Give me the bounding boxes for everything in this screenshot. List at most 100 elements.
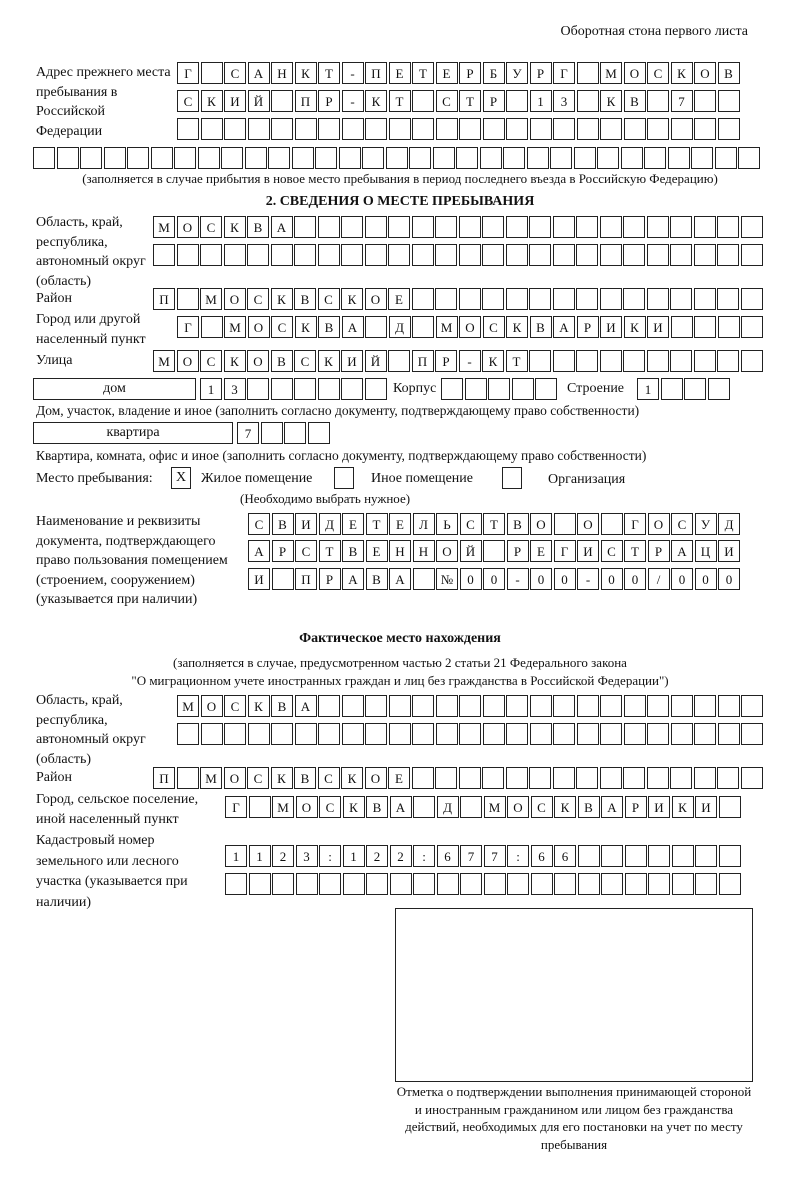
letter-cell[interactable] xyxy=(717,767,739,789)
residential-checkbox[interactable]: X xyxy=(171,467,191,489)
letter-cell[interactable]: Й xyxy=(459,540,482,562)
letter-cell[interactable] xyxy=(483,873,506,895)
letter-cell[interactable]: Р xyxy=(506,540,529,562)
letter-cell[interactable] xyxy=(458,244,481,266)
letter-cell[interactable] xyxy=(671,873,694,895)
letter-cell[interactable] xyxy=(506,695,528,717)
letter-cell[interactable] xyxy=(247,723,270,745)
letter-cell[interactable] xyxy=(294,378,316,400)
letter-cell[interactable]: О xyxy=(436,540,458,562)
letter-cell[interactable] xyxy=(435,118,458,140)
letter-cell[interactable] xyxy=(248,796,271,818)
letter-cell[interactable]: Б xyxy=(482,62,505,84)
letter-cell[interactable]: В xyxy=(318,316,340,338)
letter-cell[interactable]: Е xyxy=(388,767,410,789)
letter-cell[interactable] xyxy=(576,350,598,372)
letter-cell[interactable] xyxy=(684,378,706,400)
letter-cell[interactable] xyxy=(318,723,340,745)
letter-cell[interactable] xyxy=(197,147,220,169)
letter-cell[interactable] xyxy=(738,147,760,169)
letter-cell[interactable] xyxy=(248,873,271,895)
letter-cell[interactable] xyxy=(294,244,316,266)
letter-cell[interactable] xyxy=(624,873,647,895)
letter-cell[interactable] xyxy=(388,350,410,372)
letter-cell[interactable]: М xyxy=(177,695,199,717)
letter-cell[interactable] xyxy=(341,216,363,238)
letter-cell[interactable]: С xyxy=(294,350,316,372)
letter-cell[interactable] xyxy=(505,216,528,238)
letter-cell[interactable]: Т xyxy=(459,90,481,112)
letter-cell[interactable]: К xyxy=(671,796,694,818)
letter-cell[interactable]: Т xyxy=(624,540,646,562)
letter-cell[interactable]: И xyxy=(295,513,317,535)
letter-cell[interactable] xyxy=(482,767,504,789)
letter-cell[interactable] xyxy=(176,288,199,310)
letter-cell[interactable] xyxy=(459,723,481,745)
letter-cell[interactable] xyxy=(600,513,623,535)
letter-cell[interactable]: Р xyxy=(459,62,481,84)
letter-cell[interactable] xyxy=(435,723,458,745)
letter-cell[interactable] xyxy=(221,147,243,169)
letter-cell[interactable] xyxy=(338,147,361,169)
letter-cell[interactable] xyxy=(576,216,598,238)
letter-cell[interactable]: Д xyxy=(318,513,341,535)
letter-cell[interactable]: Р xyxy=(482,90,505,112)
letter-cell[interactable] xyxy=(576,244,598,266)
letter-cell[interactable] xyxy=(412,316,434,338)
letter-cell[interactable]: - xyxy=(341,62,364,84)
letter-cell[interactable] xyxy=(174,147,196,169)
letter-cell[interactable] xyxy=(511,378,534,400)
letter-cell[interactable]: О xyxy=(223,288,246,310)
letter-cell[interactable] xyxy=(529,695,552,717)
letter-cell[interactable] xyxy=(717,288,739,310)
letter-cell[interactable] xyxy=(740,767,763,789)
letter-cell[interactable]: К xyxy=(200,90,223,112)
letter-cell[interactable] xyxy=(718,845,741,867)
letter-cell[interactable]: 6 xyxy=(554,845,576,867)
letter-cell[interactable]: И xyxy=(224,90,246,112)
letter-cell[interactable] xyxy=(529,216,551,238)
letter-cell[interactable] xyxy=(411,216,434,238)
letter-cell[interactable] xyxy=(693,288,716,310)
letter-cell[interactable] xyxy=(364,378,387,400)
letter-cell[interactable]: О xyxy=(364,288,387,310)
letter-cell[interactable]: С xyxy=(247,767,269,789)
letter-cell[interactable] xyxy=(260,422,283,444)
letter-cell[interactable]: М xyxy=(153,350,175,372)
letter-cell[interactable]: Г xyxy=(177,316,199,338)
letter-cell[interactable] xyxy=(599,216,622,238)
letter-cell[interactable]: 7 xyxy=(460,845,482,867)
letter-cell[interactable] xyxy=(741,723,763,745)
letter-cell[interactable] xyxy=(576,62,599,84)
letter-cell[interactable]: И xyxy=(577,540,599,562)
letter-cell[interactable] xyxy=(576,288,598,310)
letter-cell[interactable]: Г xyxy=(553,62,575,84)
letter-cell[interactable]: С xyxy=(224,62,246,84)
letter-cell[interactable]: 0 xyxy=(553,568,576,590)
letter-cell[interactable]: Т xyxy=(505,350,528,372)
letter-cell[interactable]: 1 xyxy=(637,378,659,400)
letter-cell[interactable] xyxy=(341,244,363,266)
letter-cell[interactable]: А xyxy=(270,216,293,238)
letter-cell[interactable]: С xyxy=(482,316,505,338)
letter-cell[interactable]: К xyxy=(270,288,293,310)
letter-cell[interactable] xyxy=(482,216,504,238)
letter-cell[interactable]: - xyxy=(341,90,364,112)
letter-cell[interactable]: П xyxy=(295,568,317,590)
letter-cell[interactable] xyxy=(553,118,575,140)
letter-cell[interactable] xyxy=(271,90,293,112)
letter-cell[interactable] xyxy=(695,873,717,895)
letter-cell[interactable] xyxy=(599,767,622,789)
letter-cell[interactable]: К xyxy=(317,350,340,372)
letter-cell[interactable] xyxy=(554,873,576,895)
letter-cell[interactable]: 2 xyxy=(366,845,388,867)
letter-cell[interactable]: Ь xyxy=(436,513,458,535)
letter-cell[interactable] xyxy=(127,147,149,169)
letter-cell[interactable]: К xyxy=(365,90,387,112)
letter-cell[interactable]: Й xyxy=(247,90,270,112)
letter-cell[interactable] xyxy=(623,723,646,745)
letter-cell[interactable] xyxy=(529,118,552,140)
letter-cell[interactable]: С xyxy=(530,796,553,818)
letter-cell[interactable]: И xyxy=(718,540,740,562)
letter-cell[interactable]: 1 xyxy=(200,378,222,400)
